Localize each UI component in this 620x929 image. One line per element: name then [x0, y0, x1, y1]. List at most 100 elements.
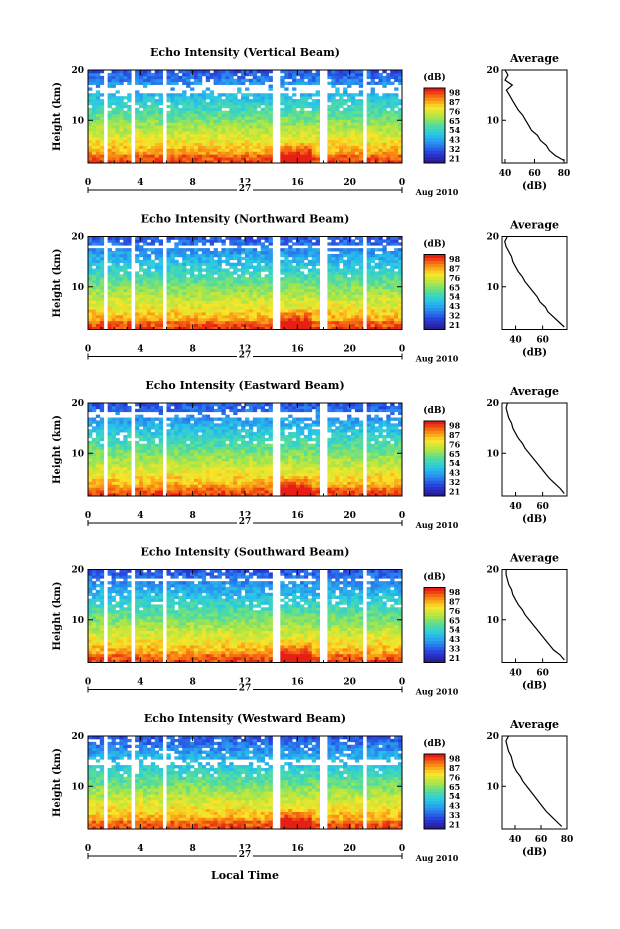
colorbar-tick-label: 98: [449, 254, 461, 264]
heatmap-cell: [123, 145, 128, 149]
heatmap-cell: [158, 417, 163, 421]
heatmap-cell: [221, 70, 226, 74]
heatmap-cell: [166, 72, 171, 77]
heatmap-cell: [331, 303, 336, 307]
heatmap-cell: [284, 262, 289, 266]
heatmap-cell: [88, 458, 93, 462]
heatmap-cell: [190, 125, 195, 129]
heatmap-cell: [307, 245, 313, 249]
heatmap-cell: [119, 306, 124, 310]
heatmap-cell: [390, 107, 395, 112]
heatmap-cell: [296, 259, 301, 264]
heatmap-cell: [252, 154, 258, 158]
heatmap-cell: [264, 99, 269, 103]
heatmap-cell: [91, 291, 97, 296]
heatmap-cell: [99, 300, 105, 304]
heatmap-cell: [88, 93, 93, 97]
heatmap-cell: [390, 148, 395, 152]
heatmap-cell: [127, 110, 132, 114]
heatmap-cell: [327, 131, 332, 135]
heatmap-cell: [229, 139, 234, 144]
heatmap-cell: [99, 110, 105, 114]
heatmap-cell: [299, 312, 305, 316]
heatmap-cell: [221, 280, 226, 284]
heatmap-cell: [190, 133, 195, 138]
heatmap-cell: [135, 326, 140, 330]
heatmap-cell: [201, 101, 207, 106]
heatmap-cell: [170, 104, 175, 109]
heatmap-cell: [311, 283, 317, 287]
heatmap-cell: [311, 274, 317, 278]
heatmap-cell: [398, 148, 403, 152]
heatmap-cell: [91, 262, 97, 266]
heatmap-cell: [366, 248, 372, 252]
heatmap-cell: [123, 70, 128, 74]
heatmap-cell: [205, 314, 211, 319]
heatmap-cell: [158, 277, 163, 281]
heatmap-cell: [205, 145, 211, 149]
heatmap-cell: [315, 116, 320, 120]
heatmap-cell: [135, 493, 140, 497]
y-tick-label: 20: [71, 233, 84, 243]
heatmap-cell: [154, 128, 160, 132]
heatmap-cell: [95, 458, 101, 462]
heatmap-cell: [139, 110, 144, 114]
heatmap-cell: [95, 303, 101, 307]
heatmap-cell: [174, 285, 179, 290]
heatmap-cell: [127, 104, 132, 109]
heatmap-cell: [127, 271, 132, 275]
heatmap-cell: [233, 253, 238, 258]
heatmap-cell: [245, 323, 250, 327]
heatmap-cell: [146, 314, 152, 319]
heatmap-cell: [119, 291, 124, 296]
heatmap-cell: [386, 256, 391, 261]
heatmap-cell: [315, 277, 320, 281]
heatmap-cell: [237, 297, 242, 301]
heatmap-cell: [241, 157, 246, 161]
heatmap-cell: [382, 320, 387, 325]
heatmap-cell: [182, 323, 187, 327]
heatmap-cell: [382, 133, 387, 138]
heatmap-cell: [178, 466, 183, 471]
heatmap-cell: [292, 268, 297, 272]
heatmap-cell: [390, 277, 395, 281]
heatmap-cell: [127, 128, 132, 132]
heatmap-cell: [146, 464, 152, 468]
heatmap-cell: [166, 96, 171, 100]
heatmap-cell: [213, 288, 218, 293]
heatmap-cell: [237, 104, 242, 109]
heatmap-cell: [315, 107, 320, 112]
heatmap-cell: [374, 326, 379, 330]
heatmap-cell: [201, 125, 207, 129]
heatmap-cell: [182, 256, 187, 261]
heatmap-cell: [91, 248, 97, 252]
heatmap-cell: [394, 96, 399, 100]
heatmap-cell: [213, 320, 218, 325]
heatmap-cell: [288, 239, 293, 243]
heatmap-cell: [296, 268, 301, 272]
heatmap-cell: [343, 142, 348, 146]
heatmap-cell: [205, 271, 211, 275]
heatmap-cell: [142, 151, 148, 155]
heatmap-cell: [221, 242, 226, 246]
heatmap-cell: [123, 440, 128, 445]
heatmap-cell: [303, 96, 309, 100]
heatmap-cell: [166, 320, 171, 325]
heatmap-cell: [327, 291, 332, 296]
heatmap-cell: [115, 142, 120, 146]
profile-title: Average: [509, 219, 559, 232]
heatmap-cell: [370, 303, 375, 307]
heatmap-cell: [382, 271, 387, 275]
heatmap-cell: [154, 303, 160, 307]
heatmap-cell: [331, 128, 336, 132]
heatmap-cell: [335, 145, 340, 149]
heatmap-cell: [248, 274, 254, 278]
heatmap-cell: [331, 283, 336, 287]
heatmap-cell: [213, 99, 218, 103]
heatmap-cell: [370, 70, 375, 74]
heatmap-cell: [205, 317, 211, 322]
heatmap-cell: [358, 125, 364, 129]
heatmap-cell: [146, 99, 152, 103]
heatmap-cell: [146, 277, 152, 281]
y-tick-label: 10: [71, 116, 84, 126]
